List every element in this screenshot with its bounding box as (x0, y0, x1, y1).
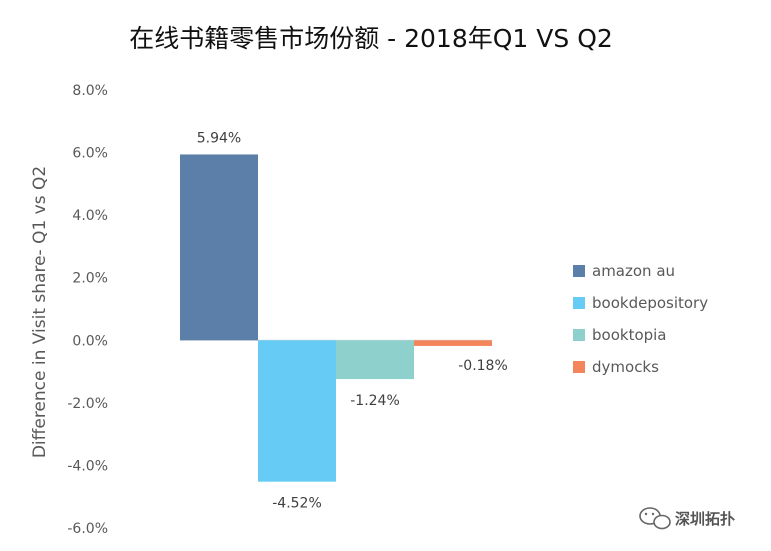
legend-label: dymocks (592, 358, 659, 376)
bar-dymocks (414, 340, 492, 346)
legend-label: bookdepository (592, 294, 708, 312)
watermark: 深圳拓扑 (639, 507, 735, 530)
legend: amazon au bookdepository booktopia dymocks (573, 262, 708, 376)
y-tick-label: 4.0% (72, 208, 108, 224)
bar-booktopia (336, 340, 414, 380)
bars (180, 154, 492, 482)
legend-swatch (573, 361, 585, 373)
legend-swatch (573, 265, 585, 277)
bar-amazon-au (180, 154, 258, 341)
bar-bookdepository (258, 340, 336, 482)
y-tick-label: -2.0% (67, 396, 108, 412)
y-tick-label: -6.0% (67, 521, 108, 537)
y-tick-label: 6.0% (72, 146, 108, 162)
legend-swatch (573, 297, 585, 309)
data-labels: 5.94% -4.52% -1.24% -0.18% (197, 130, 508, 511)
data-label: -1.24% (350, 393, 400, 409)
y-axis-ticks: 8.0% 6.0% 4.0% 2.0% 0.0% -2.0% -4.0% -6.0% (67, 83, 108, 537)
y-tick-label: 8.0% (72, 83, 108, 99)
chart-title: 在线书籍零售市场份额 - 2018年Q1 VS Q2 (129, 24, 613, 53)
y-tick-label: -4.0% (67, 458, 108, 474)
data-label: -4.52% (272, 496, 322, 512)
wechat-icon (639, 507, 671, 530)
legend-label: booktopia (592, 326, 667, 344)
y-tick-label: 0.0% (72, 333, 108, 349)
y-axis-label: Difference in Visit share- Q1 vs Q2 (30, 166, 50, 458)
data-label: -0.18% (458, 358, 508, 374)
data-label: 5.94% (197, 130, 241, 146)
y-tick-label: 2.0% (72, 271, 108, 287)
watermark-text: 深圳拓扑 (675, 510, 735, 528)
legend-swatch (573, 329, 585, 341)
legend-label: amazon au (592, 262, 675, 280)
